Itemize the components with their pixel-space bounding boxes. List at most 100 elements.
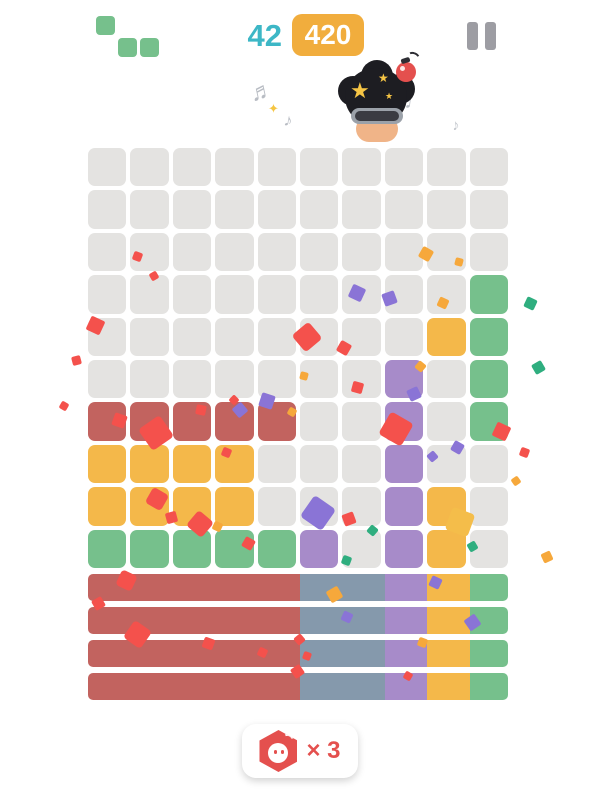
board-cell[interactable] (257, 402, 296, 441)
board-cell[interactable] (257, 529, 296, 568)
board-cell[interactable] (88, 529, 127, 568)
board-cell[interactable] (300, 529, 339, 568)
board-cell[interactable] (384, 487, 424, 526)
board-cell[interactable] (469, 232, 508, 272)
board-cell[interactable] (384, 275, 424, 314)
board-cell[interactable] (384, 148, 424, 187)
board-cell[interactable] (300, 232, 339, 272)
board-cell[interactable] (172, 190, 212, 229)
board-cell[interactable] (342, 232, 381, 272)
board-cell[interactable] (384, 190, 424, 229)
board-cell[interactable] (342, 529, 381, 568)
board-cell[interactable] (427, 402, 466, 441)
board-cell[interactable] (427, 360, 466, 399)
board-cell[interactable] (342, 317, 381, 356)
board-cell[interactable] (130, 444, 169, 484)
board-cell[interactable] (88, 317, 127, 356)
board-cell[interactable] (130, 402, 169, 441)
board-cell[interactable] (88, 148, 127, 187)
board-cell[interactable] (300, 190, 339, 229)
board-cell[interactable] (172, 275, 212, 314)
board-cell[interactable] (215, 275, 254, 314)
board-cell[interactable] (257, 148, 296, 187)
board-cell[interactable] (257, 232, 296, 272)
board-cell[interactable] (469, 444, 508, 484)
board-cell[interactable] (130, 275, 169, 314)
board-cell[interactable] (469, 360, 508, 399)
board-cell[interactable] (427, 275, 466, 314)
board-cell[interactable] (300, 317, 339, 356)
board-cell[interactable] (469, 190, 508, 229)
board-cell[interactable] (257, 360, 296, 399)
board-cell[interactable] (384, 529, 424, 568)
board-cell[interactable] (469, 487, 508, 526)
board-cell[interactable] (384, 360, 424, 399)
board-cell[interactable] (130, 317, 169, 356)
board-cell[interactable] (88, 487, 127, 526)
board-cell[interactable] (300, 360, 339, 399)
board-cell[interactable] (469, 317, 508, 356)
board-cell[interactable] (130, 232, 169, 272)
board-cell[interactable] (342, 190, 381, 229)
board-cell[interactable] (469, 275, 508, 314)
board-cell[interactable] (300, 444, 339, 484)
board-cell[interactable] (257, 444, 296, 484)
board-cell[interactable] (384, 444, 424, 484)
board-cell[interactable] (172, 232, 212, 272)
board-cell[interactable] (300, 402, 339, 441)
board-cell[interactable] (300, 487, 339, 526)
board-cell[interactable] (427, 529, 466, 568)
board-cell[interactable] (130, 529, 169, 568)
board-cell[interactable] (215, 444, 254, 484)
board-cell[interactable] (342, 444, 381, 484)
board-cell[interactable] (257, 317, 296, 356)
board-cell[interactable] (469, 529, 508, 568)
board-cell[interactable] (257, 275, 296, 314)
board-cell[interactable] (88, 360, 127, 399)
board-cell[interactable] (88, 232, 127, 272)
board-cell[interactable] (257, 190, 296, 229)
board-cell[interactable] (215, 360, 254, 399)
board-cell[interactable] (384, 402, 424, 441)
board-cell[interactable] (215, 529, 254, 568)
board-cell[interactable] (384, 232, 424, 272)
board-cell[interactable] (172, 360, 212, 399)
board-cell[interactable] (215, 402, 254, 441)
board-cell[interactable] (342, 360, 381, 399)
board-cell[interactable] (172, 317, 212, 356)
pause-button[interactable] (460, 16, 504, 56)
board-cell[interactable] (172, 487, 212, 526)
board-cell[interactable] (172, 529, 212, 568)
board-cell[interactable] (257, 487, 296, 526)
board-cell[interactable] (300, 148, 339, 187)
board-cell[interactable] (300, 275, 339, 314)
board-cell[interactable] (88, 402, 127, 441)
board-cell[interactable] (342, 487, 381, 526)
board-cell[interactable] (342, 275, 381, 314)
board-cell[interactable] (172, 444, 212, 484)
board-cell[interactable] (88, 190, 127, 229)
board-cell[interactable] (427, 487, 466, 526)
board-cell[interactable] (215, 190, 254, 229)
board-cell[interactable] (427, 444, 466, 484)
board-cell[interactable] (215, 148, 254, 187)
board-cell[interactable] (342, 148, 381, 187)
board-cell[interactable] (88, 444, 127, 484)
board-cell[interactable] (172, 402, 212, 441)
board-cell[interactable] (88, 275, 127, 314)
board-cell[interactable] (215, 232, 254, 272)
board-cell[interactable] (384, 317, 424, 356)
board-cell[interactable] (427, 317, 466, 356)
bomb-booster-button[interactable]: × 3 (242, 724, 358, 778)
board-cell[interactable] (469, 148, 508, 187)
board-cell[interactable] (215, 487, 254, 526)
board-cell[interactable] (342, 402, 381, 441)
board-cell[interactable] (130, 190, 169, 229)
board-cell[interactable] (130, 360, 169, 399)
board-cell[interactable] (130, 487, 169, 526)
board-cell[interactable] (469, 402, 508, 441)
board-cell[interactable] (130, 148, 169, 187)
board-cell[interactable] (215, 317, 254, 356)
board-cell[interactable] (427, 190, 466, 229)
board-cell[interactable] (427, 232, 466, 272)
